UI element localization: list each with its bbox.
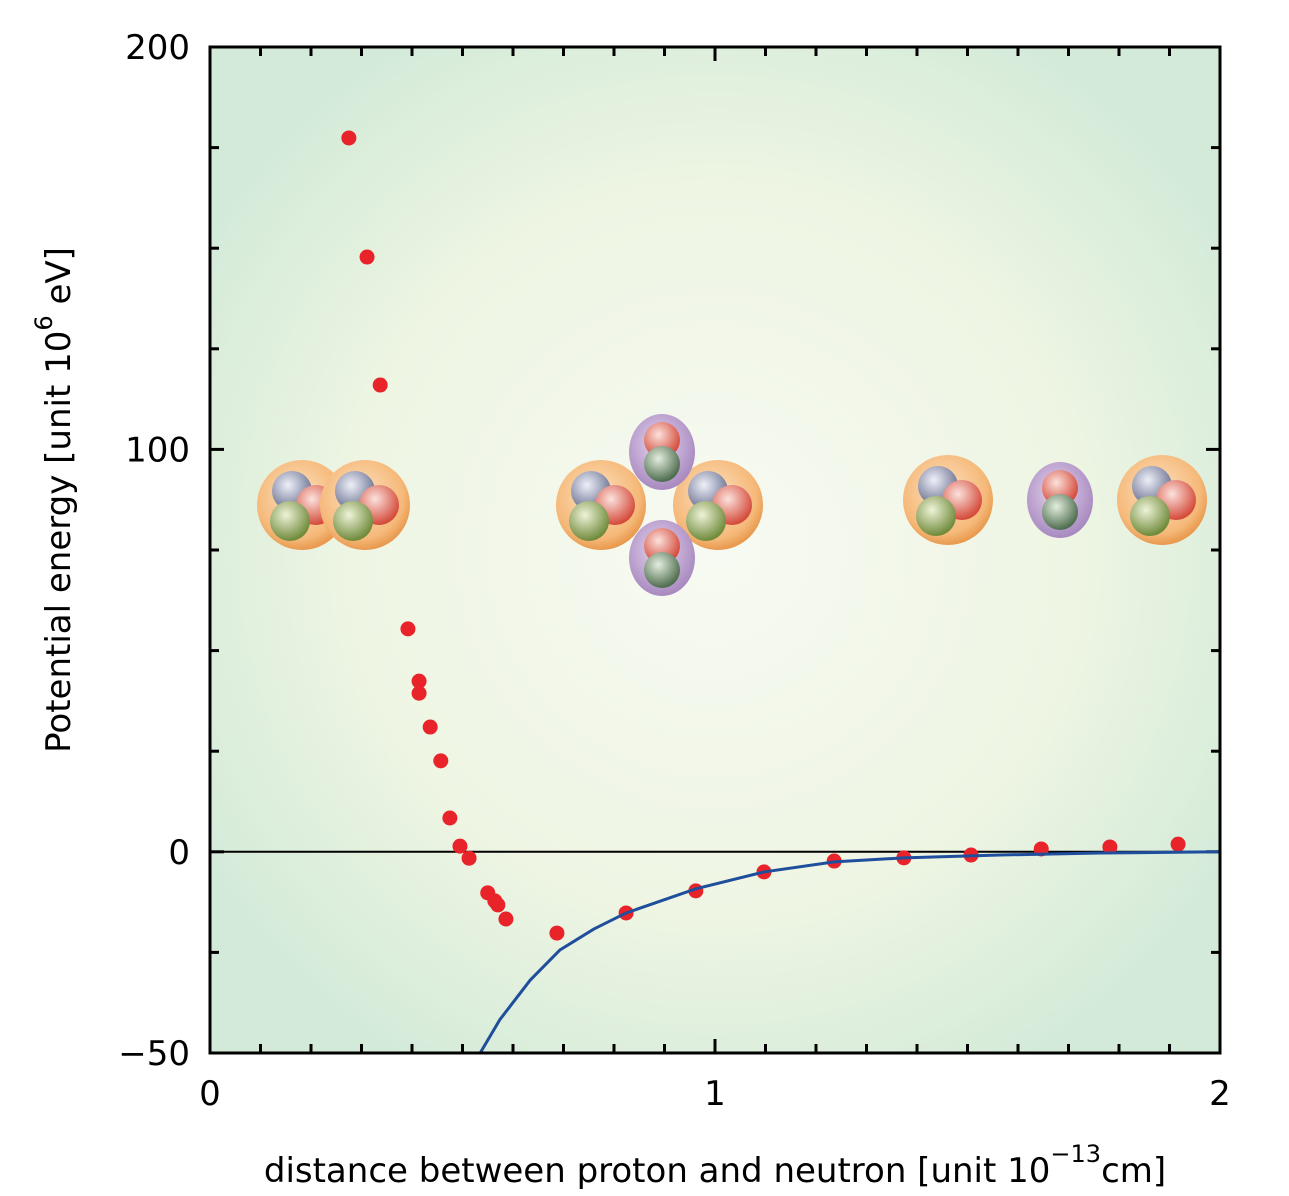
data-point xyxy=(411,685,427,701)
y-tick-label: 0 xyxy=(168,833,190,873)
x-axis-label: distance between proton and neutron [uni… xyxy=(264,1140,1166,1191)
data-point xyxy=(359,249,375,265)
data-point xyxy=(422,719,438,735)
data-point xyxy=(433,753,449,769)
data-point xyxy=(442,810,458,826)
plot-background xyxy=(210,47,1220,1053)
data-point xyxy=(372,377,388,393)
curve xyxy=(478,850,1221,1054)
y-tick-label: 200 xyxy=(125,28,190,68)
data-point xyxy=(400,621,416,637)
y-tick-label: 100 xyxy=(125,430,190,470)
data-point xyxy=(341,130,357,146)
data-point xyxy=(498,911,514,927)
data-point xyxy=(411,673,427,689)
plot-frame xyxy=(208,45,1222,1055)
y-axis-label: Potential energy [unit 106 eV] xyxy=(30,247,79,753)
x-tick-label: 2 xyxy=(1209,1074,1231,1114)
x-tick-label: 0 xyxy=(199,1074,221,1114)
data-point xyxy=(1102,839,1118,855)
x-tick-label: 1 xyxy=(704,1074,726,1114)
data-point xyxy=(461,850,477,866)
y-tick-label: −50 xyxy=(118,1034,190,1074)
data-point xyxy=(549,925,565,941)
data-point xyxy=(1170,836,1186,852)
data-point xyxy=(490,897,506,913)
data-point xyxy=(452,838,468,854)
